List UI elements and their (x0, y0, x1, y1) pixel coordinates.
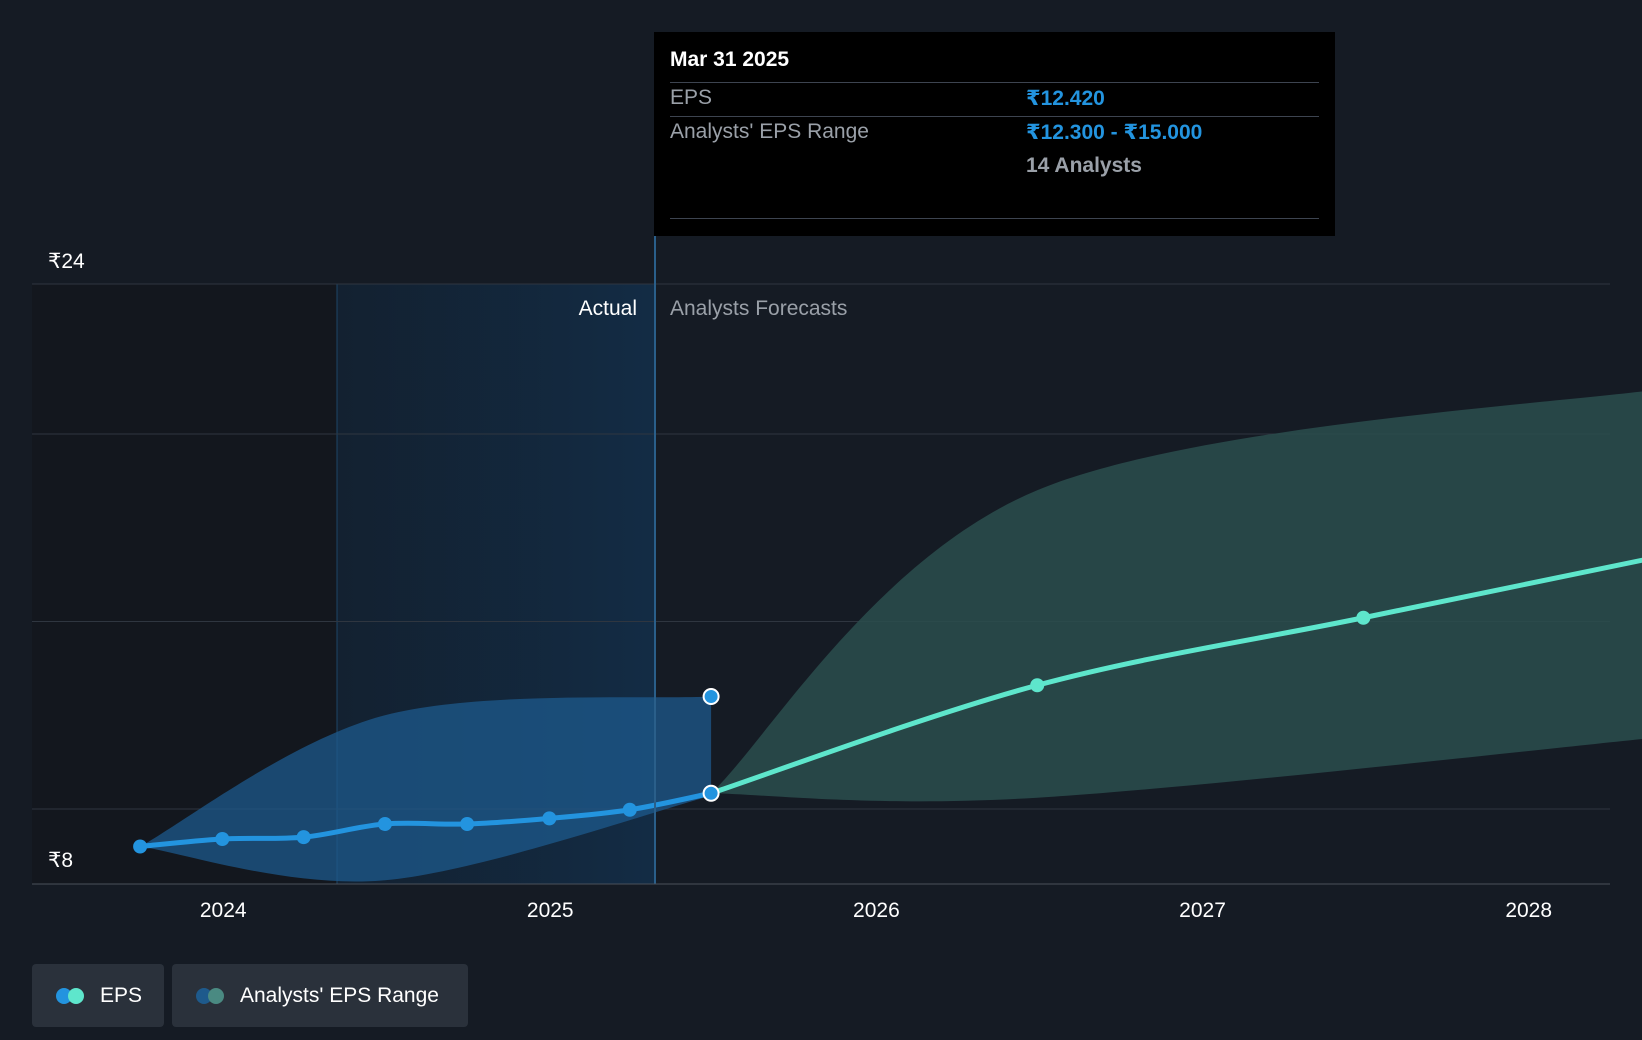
x-tick-label: 2028 (1505, 899, 1552, 922)
eps-line-forecast (708, 557, 1642, 796)
tooltip: Mar 31 2025 EPS ₹12.420 Analysts' EPS Ra… (654, 32, 1335, 236)
eps-legend-icon (56, 987, 86, 1004)
eps-point-actual (460, 817, 475, 831)
actual-label: Actual (579, 297, 637, 320)
tooltip-divider (670, 116, 1319, 117)
tooltip-analysts-count: 14 Analysts (1026, 154, 1142, 177)
tooltip-range-label: Analysts' EPS Range (670, 120, 869, 143)
eps-point-actual (296, 830, 311, 845)
legend-eps-label: EPS (100, 983, 143, 1007)
highlight-point (702, 784, 720, 802)
tooltip-eps-label: EPS (670, 86, 713, 109)
x-tick-label: 2027 (1179, 899, 1226, 922)
eps-points (133, 610, 1371, 854)
eps-point-forecast (1356, 610, 1371, 625)
range-band-actual (140, 696, 712, 882)
y-tick-label-bottom: ₹8 (48, 849, 73, 872)
x-tick-labels: 2024 2025 2026 2027 2028 (200, 899, 1552, 922)
tooltip-range-value: ₹12.300 - ₹15.000 (1026, 121, 1203, 144)
tooltip-divider (670, 218, 1319, 219)
eps-point-actual (377, 817, 392, 831)
tooltip-divider (670, 82, 1319, 83)
range-legend-icon (196, 987, 226, 1004)
x-tick-label: 2026 (853, 899, 900, 922)
eps-point-actual (133, 839, 148, 854)
forecast-label: Analysts Forecasts (670, 297, 847, 320)
highlight-point (702, 688, 720, 705)
legend-range-label: Analysts' EPS Range (240, 983, 439, 1007)
legend-eps[interactable]: EPS (32, 964, 164, 1027)
eps-point-actual (542, 811, 557, 826)
x-tick-label: 2025 (527, 899, 574, 922)
tooltip-date: Mar 31 2025 (670, 48, 790, 71)
range-bands (140, 391, 1642, 882)
legend-range[interactable]: Analysts' EPS Range (172, 964, 468, 1027)
x-tick-label: 2024 (200, 899, 247, 922)
range-band-forecast (711, 391, 1642, 802)
eps-point-actual (622, 802, 637, 817)
tooltip-eps-value: ₹12.420 (1026, 87, 1105, 110)
eps-point-actual (215, 832, 230, 846)
eps-point-forecast (1030, 678, 1045, 693)
y-tick-label-top: ₹24 (48, 250, 85, 273)
